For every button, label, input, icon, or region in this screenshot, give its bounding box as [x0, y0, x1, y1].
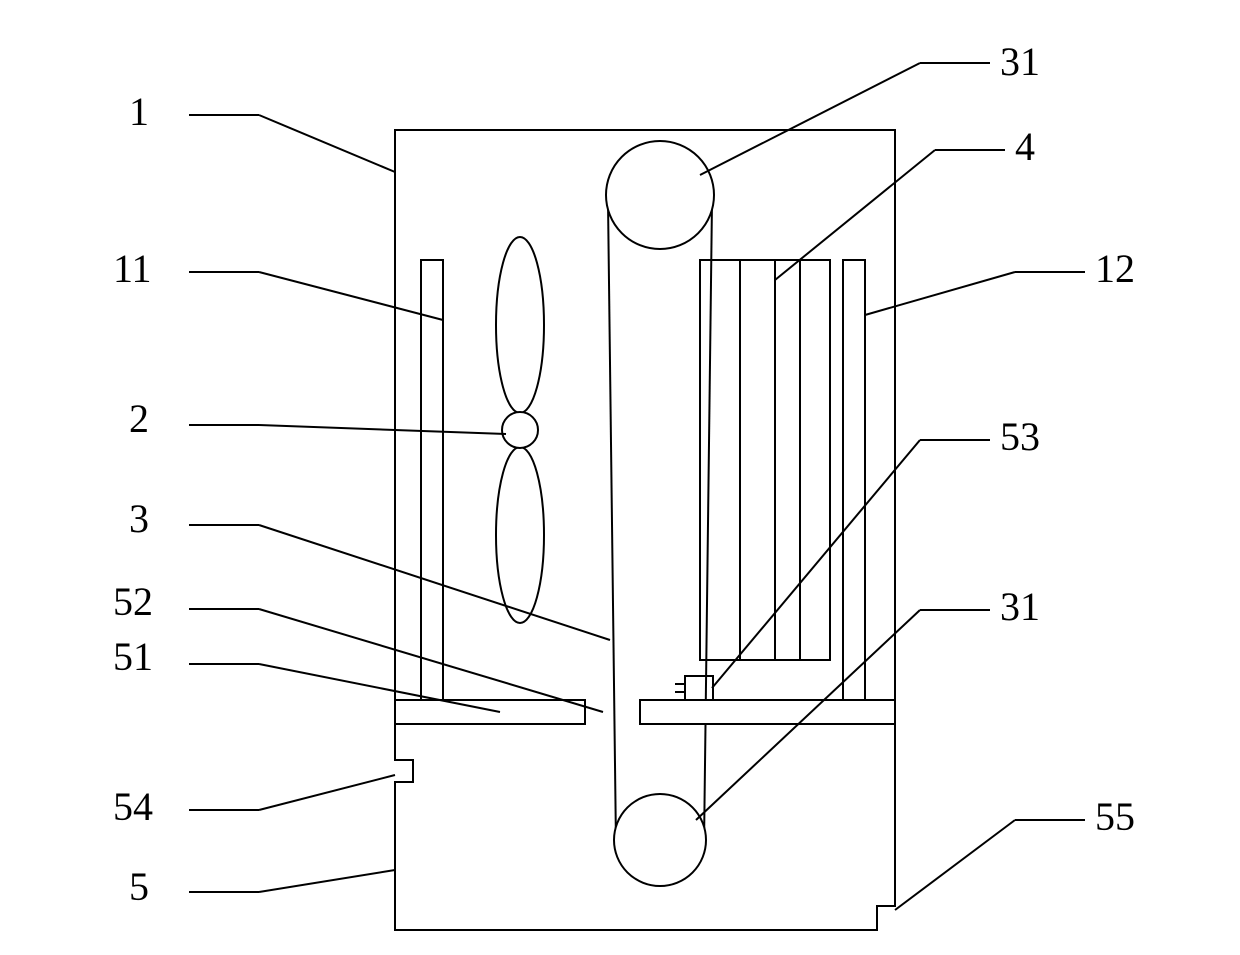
fan-hub [502, 412, 538, 448]
label-11: 11 [113, 246, 152, 291]
leader-a-5 [259, 870, 395, 892]
fan-blade-top [496, 237, 544, 413]
fan-blade-bottom [496, 447, 544, 623]
label-52: 52 [113, 579, 153, 624]
leader-a-11 [259, 272, 443, 320]
technical-diagram: 11123525154531412533155 [0, 0, 1240, 955]
pulley-top [606, 141, 714, 249]
leader-a-2 [259, 425, 506, 434]
leader-a-55 [895, 820, 1015, 910]
tray-left [395, 700, 585, 724]
leader-a-53 [712, 440, 920, 688]
label-12: 12 [1095, 246, 1135, 291]
pulley-bottom [614, 794, 706, 886]
label-2: 2 [129, 396, 149, 441]
label-1: 1 [129, 89, 149, 134]
leader-a-3 [259, 525, 610, 640]
belt-left [608, 202, 616, 845]
leader-a-54 [259, 775, 395, 810]
label-5: 5 [129, 864, 149, 909]
inner-slot-left [421, 260, 443, 700]
geometry-layer [395, 130, 895, 930]
label-3: 3 [129, 496, 149, 541]
label-4: 4 [1015, 124, 1035, 169]
fins-frame [700, 260, 830, 660]
belt-right [704, 202, 712, 845]
leader-a-1 [259, 115, 395, 172]
label-31b: 31 [1000, 584, 1040, 629]
label-55: 55 [1095, 794, 1135, 839]
inner-slot-right [843, 260, 865, 700]
leader-a-52 [259, 609, 603, 712]
tray-right [640, 700, 895, 724]
label-54: 54 [113, 784, 153, 829]
leader-a-12 [865, 272, 1015, 315]
label-51: 51 [113, 634, 153, 679]
sensor-body [685, 676, 713, 700]
leader-a-31t [700, 63, 920, 175]
label-53: 53 [1000, 414, 1040, 459]
label-31t: 31 [1000, 39, 1040, 84]
